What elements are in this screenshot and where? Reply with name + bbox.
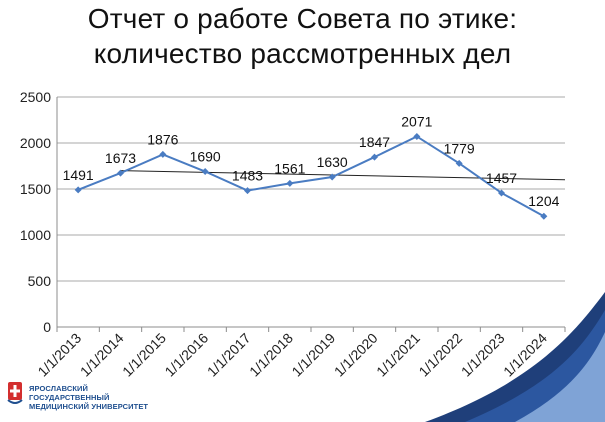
x-tick-label: 1/1/2014 (77, 330, 127, 380)
y-tick-label: 500 (28, 273, 52, 289)
data-label: 1561 (274, 160, 305, 176)
data-label: 1483 (232, 168, 263, 184)
y-tick-label: 1000 (20, 227, 51, 243)
university-name: ЯРОСЛАВСКИЙ ГОСУДАРСТВЕННЫЙ МЕДИЦИНСКИЙ … (29, 384, 165, 411)
data-label: 1630 (317, 154, 348, 170)
slide-title-line-1: Отчет о работе Совета по этике: (87, 3, 518, 34)
x-tick-label: 1/1/2020 (331, 330, 381, 380)
y-tick-label: 0 (43, 319, 51, 335)
data-label: 1690 (190, 149, 221, 165)
data-label: 1204 (528, 193, 559, 209)
data-point (371, 153, 378, 161)
data-label: 1779 (444, 140, 475, 156)
slide-title-line-2: количество рассмотренных дел (93, 38, 512, 69)
data-point (413, 132, 421, 140)
data-point (244, 187, 251, 195)
series-line (77, 135, 545, 218)
series-1 (74, 132, 548, 220)
data-label: 1876 (147, 131, 178, 147)
data-point (540, 212, 548, 220)
x-tick-label: 1/1/2013 (34, 330, 84, 380)
data-point (74, 186, 82, 194)
university-name-line-1: ЯРОСЛАВСКИЙ ГОСУДАРСТВЕННЫЙ (29, 384, 110, 402)
decorative-swoosh (425, 292, 605, 422)
y-tick-label: 2500 (20, 89, 51, 105)
data-point (455, 159, 463, 167)
data-point (159, 150, 167, 158)
data-label: 1491 (63, 167, 94, 183)
data-point (328, 173, 336, 181)
university-logo: ЯРОСЛАВСКИЙ ГОСУДАРСТВЕННЫЙ МЕДИЦИНСКИЙ … (5, 378, 165, 416)
trendline (120, 170, 566, 181)
x-tick-label: 1/1/2016 (161, 330, 211, 380)
data-label: 1457 (486, 170, 517, 186)
university-name-line-2: МЕДИЦИНСКИЙ УНИВЕРСИТЕТ (29, 402, 149, 411)
data-label: 1847 (359, 134, 390, 150)
data-point (498, 189, 505, 197)
university-emblem-icon (7, 382, 23, 404)
y-tick-labels: 0 500 1000 1500 2000 2500 (20, 89, 51, 335)
axes (56, 97, 566, 332)
data-labels: 1491 1673 1876 1690 1483 1561 1630 1847 2071 1779… (63, 113, 560, 209)
x-tick-label: 1/1/2015 (119, 330, 169, 380)
data-point (117, 169, 124, 177)
data-label: 1673 (105, 150, 136, 166)
y-tick-label: 1500 (20, 181, 51, 197)
x-tick-label: 1/1/2018 (246, 330, 296, 380)
x-tick-label: 1/1/2017 (204, 330, 254, 380)
y-tick-label: 2000 (20, 135, 51, 151)
trendline-line (120, 170, 566, 181)
x-tick-label: 1/1/2019 (288, 330, 338, 380)
data-point (201, 168, 209, 176)
data-label: 2071 (401, 113, 432, 129)
data-point (286, 179, 294, 187)
